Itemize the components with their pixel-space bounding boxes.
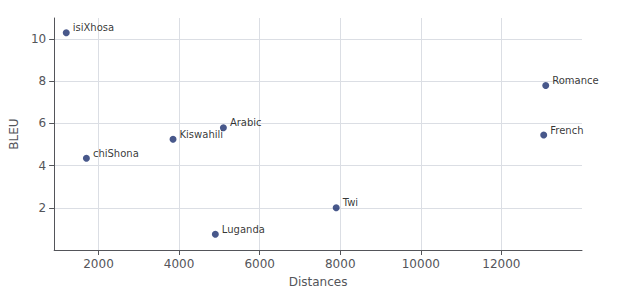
svg-text:isiXhosa: isiXhosa: [73, 22, 114, 33]
svg-text:Twi: Twi: [342, 197, 358, 208]
svg-text:2: 2: [39, 201, 47, 215]
svg-text:Kiswahili: Kiswahili: [180, 129, 224, 140]
svg-text:chiShona: chiShona: [93, 148, 139, 159]
svg-text:8000: 8000: [325, 257, 356, 271]
svg-text:4: 4: [39, 159, 47, 173]
svg-text:6: 6: [39, 116, 47, 130]
svg-text:BLEU: BLEU: [7, 118, 21, 149]
svg-text:Arabic: Arabic: [230, 117, 262, 128]
svg-text:Distances: Distances: [289, 275, 348, 289]
svg-text:12000: 12000: [482, 257, 520, 271]
svg-text:2000: 2000: [83, 257, 114, 271]
svg-text:Luganda: Luganda: [222, 224, 265, 235]
svg-text:6000: 6000: [244, 257, 275, 271]
svg-text:10: 10: [31, 32, 46, 46]
svg-text:10000: 10000: [402, 257, 440, 271]
svg-text:4000: 4000: [164, 257, 195, 271]
svg-text:Romance: Romance: [552, 75, 598, 86]
svg-text:French: French: [550, 125, 583, 136]
svg-text:8: 8: [39, 74, 47, 88]
